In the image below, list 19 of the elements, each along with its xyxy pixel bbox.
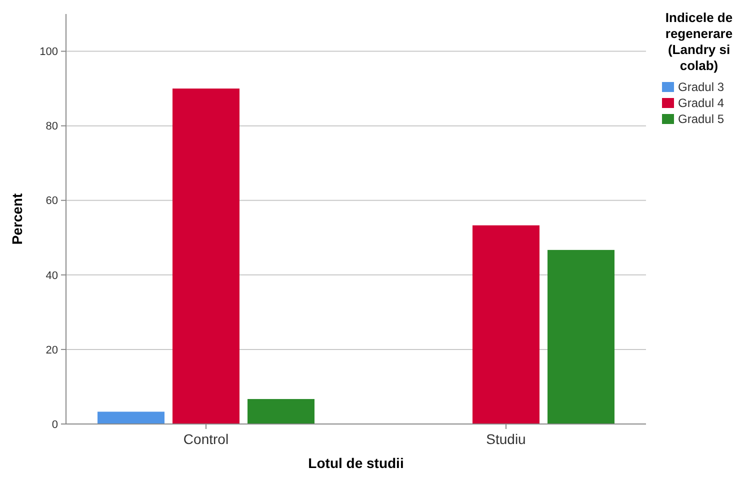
x-tick-label: Studiu: [486, 431, 526, 447]
bar: [548, 250, 614, 424]
bar: [248, 399, 314, 424]
y-tick-label: 100: [40, 46, 58, 58]
x-axis-title: Lotul de studii: [308, 455, 404, 471]
legend-label: Gradul 3: [678, 80, 724, 94]
legend-label: Gradul 5: [678, 112, 724, 126]
legend-title: Indicele de regenerare (Landry si colab): [665, 10, 733, 73]
legend-label: Gradul 4: [678, 96, 724, 110]
y-axis-title: Percent: [9, 192, 25, 245]
y-tick-label: 0: [52, 418, 58, 431]
y-tick-label: 20: [46, 344, 58, 356]
x-tick-label: Control: [183, 431, 229, 447]
bar: [172, 88, 240, 424]
bar: [472, 225, 540, 424]
y-tick-label: 60: [46, 195, 58, 208]
bar: [98, 412, 164, 424]
y-tick-label: 80: [46, 120, 58, 133]
y-tick-label: 40: [46, 270, 58, 282]
